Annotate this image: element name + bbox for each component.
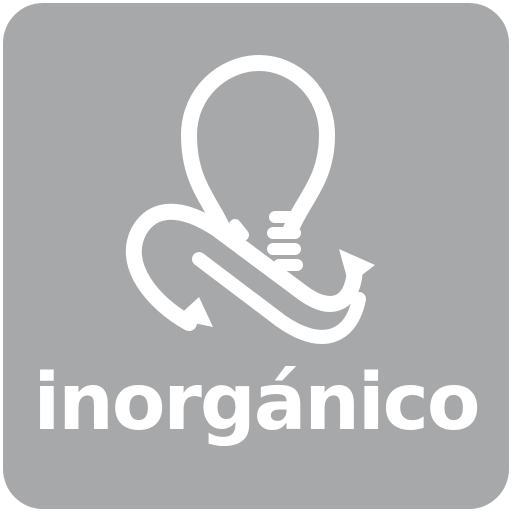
bulb-outline <box>181 55 335 237</box>
lightbulb-recycle-icon <box>3 3 509 509</box>
arrow-head-left <box>175 297 213 327</box>
arrow-head-right <box>339 249 375 285</box>
bulb-threads <box>229 211 303 271</box>
arrow-band-inner <box>192 252 366 344</box>
inorganic-category-tile: inorgánico <box>3 3 509 509</box>
arrow-band-outer <box>125 203 363 331</box>
category-label: inorgánico <box>33 358 481 448</box>
